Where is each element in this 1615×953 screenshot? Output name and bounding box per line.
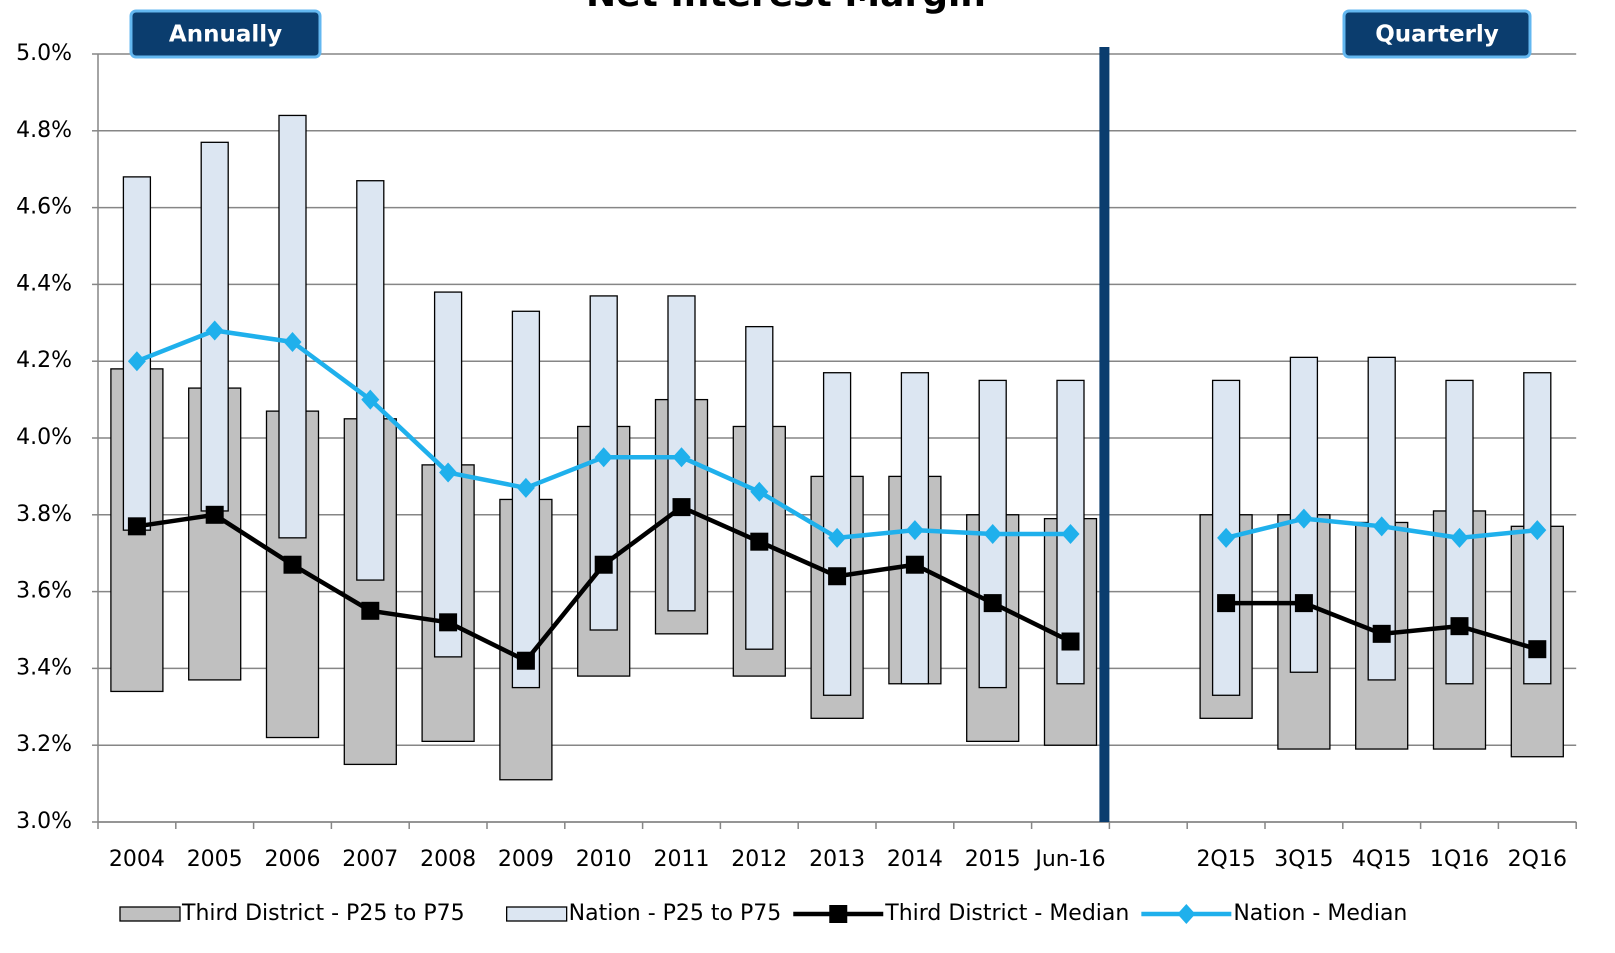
x-tick-label: 2014	[887, 847, 943, 872]
median-marker	[516, 477, 535, 498]
median-marker	[1217, 594, 1236, 613]
legend-label: Third District - Median	[884, 901, 1129, 926]
y-tick-label: 3.6%	[16, 579, 72, 604]
median-marker	[205, 505, 224, 524]
median-marker	[594, 555, 613, 574]
median-marker	[594, 447, 613, 468]
legend-label: Third District - P25 to P75	[181, 901, 465, 926]
legend-swatch	[506, 906, 568, 922]
annotation-box	[129, 9, 322, 59]
median-marker	[828, 567, 847, 586]
median-marker	[828, 527, 847, 548]
median-marker	[1061, 632, 1080, 651]
median-marker	[983, 524, 1002, 544]
range-box	[278, 114, 307, 539]
x-tick-label: 2006	[265, 847, 321, 872]
x-tick-label: 2013	[809, 847, 865, 872]
median-marker	[905, 520, 924, 541]
median-marker	[205, 320, 224, 341]
x-tick-label: 2015	[965, 847, 1021, 872]
median-marker	[127, 351, 146, 372]
y-tick-label: 3.2%	[16, 732, 72, 757]
median-marker	[1372, 624, 1391, 643]
annotation-label: Annually	[169, 22, 282, 48]
median-marker	[1528, 520, 1547, 541]
x-tick-label: 2010	[576, 847, 632, 872]
x-tick-label: 2007	[342, 847, 398, 872]
median-marker	[750, 481, 769, 502]
median-marker	[1450, 617, 1469, 636]
x-tick-label: 2005	[187, 847, 243, 872]
x-tick-label: 2011	[654, 847, 710, 872]
median-marker	[439, 613, 458, 632]
legend-swatch	[119, 906, 181, 922]
median-marker	[361, 389, 380, 410]
median-marker	[283, 332, 302, 352]
median-marker	[1294, 508, 1313, 529]
median-marker	[1528, 640, 1547, 659]
y-tick-label: 5.0%	[16, 41, 72, 66]
range-box	[511, 310, 541, 689]
x-tick-label: 2004	[109, 847, 165, 872]
legend-marker	[829, 905, 848, 923]
y-tick-label: 3.8%	[16, 502, 72, 527]
median-marker	[361, 601, 380, 620]
median-marker	[127, 517, 146, 536]
legend-label: Nation - Median	[1233, 901, 1407, 926]
annotation-box	[1342, 9, 1532, 59]
x-tick-label: 2009	[498, 847, 554, 872]
median-marker	[1450, 527, 1469, 548]
median-marker	[983, 594, 1002, 613]
y-tick-label: 4.4%	[16, 271, 72, 296]
median-marker	[750, 532, 769, 551]
y-tick-label: 4.8%	[16, 118, 72, 143]
y-tick-label: 4.2%	[16, 348, 72, 373]
y-tick-label: 4.0%	[16, 425, 72, 450]
median-marker	[905, 555, 924, 574]
y-tick-label: 3.4%	[16, 655, 72, 680]
legend-label: Nation - P25 to P75	[569, 901, 782, 926]
annotation-label: Quarterly	[1375, 22, 1499, 48]
median-marker	[1061, 524, 1080, 544]
x-tick-label: 2008	[420, 847, 476, 872]
x-tick-label: 2Q15	[1196, 847, 1255, 872]
median-marker	[1294, 594, 1313, 613]
y-tick-label: 3.0%	[16, 809, 72, 834]
x-tick-label: 1Q16	[1430, 847, 1489, 872]
median-marker	[672, 447, 691, 468]
x-tick-label: 3Q15	[1274, 847, 1333, 872]
median-marker	[516, 651, 535, 670]
median-marker	[439, 462, 458, 483]
median-marker	[1217, 527, 1236, 548]
x-tick-label: 2Q16	[1508, 847, 1567, 872]
range-box	[356, 180, 385, 581]
x-tick-label: 2012	[731, 847, 787, 872]
chart-title: Net Interest Margin	[586, 0, 986, 15]
median-marker	[1372, 516, 1391, 537]
median-marker	[672, 498, 691, 517]
x-tick-label: 4Q15	[1352, 847, 1411, 872]
legend-marker	[1177, 904, 1196, 924]
median-marker	[283, 555, 302, 574]
y-tick-label: 4.6%	[16, 195, 72, 220]
x-tick-label: Jun-16	[1033, 847, 1105, 872]
period-divider	[1099, 47, 1110, 822]
